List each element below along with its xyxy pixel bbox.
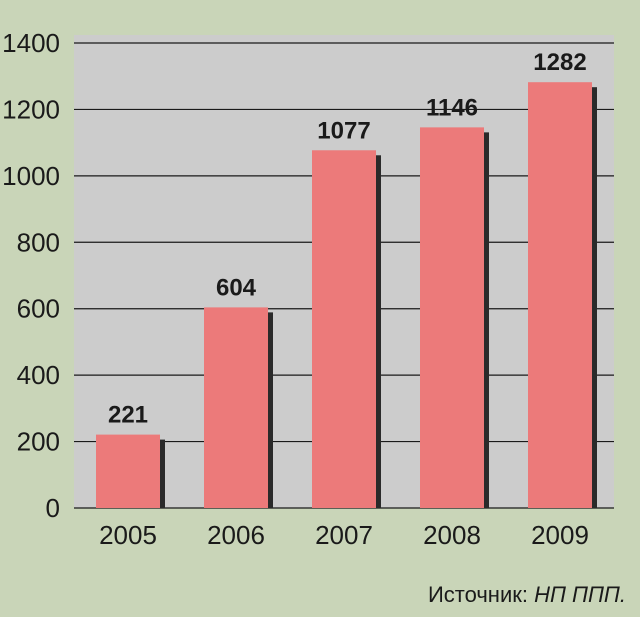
y-tick-label-600: 600	[17, 294, 60, 324]
bar-value-labels: 221 604 1077 1146 1282	[108, 49, 587, 428]
y-tick-label-1400: 1400	[2, 28, 60, 58]
y-tick-label-400: 400	[17, 360, 60, 390]
bar-2007	[312, 150, 376, 508]
x-tick-label-2009: 2009	[531, 520, 589, 550]
value-label-2006: 604	[216, 274, 257, 301]
source-name: НП ППП.	[534, 582, 626, 607]
bar-2005	[96, 434, 160, 508]
y-tick-label-200: 200	[17, 427, 60, 457]
value-label-2007: 1077	[317, 117, 370, 144]
y-tick-label-1200: 1200	[2, 94, 60, 124]
x-tick-label-2008: 2008	[423, 520, 481, 550]
bar-2008	[420, 127, 484, 508]
x-tick-label-2007: 2007	[315, 520, 373, 550]
y-tick-label-1000: 1000	[2, 161, 60, 191]
value-label-2005: 221	[108, 402, 148, 429]
x-axis-tick-labels: 2005 2006 2007 2008 2009	[99, 520, 589, 550]
y-tick-label-800: 800	[17, 227, 60, 257]
x-tick-label-2005: 2005	[99, 520, 157, 550]
y-tick-label-0: 0	[46, 493, 60, 523]
bar-2006	[204, 307, 268, 508]
source-prefix: Источник:	[427, 582, 535, 607]
source-note: Источник: НП ППП.	[428, 582, 626, 608]
bar-2009	[528, 82, 592, 508]
x-tick-label-2006: 2006	[207, 520, 265, 550]
value-label-2009: 1282	[533, 49, 586, 76]
value-label-2008: 1146	[426, 94, 478, 121]
bars	[96, 82, 597, 508]
y-axis-tick-labels: 0 200 400 600 800 1000 1200 1400	[2, 28, 60, 523]
